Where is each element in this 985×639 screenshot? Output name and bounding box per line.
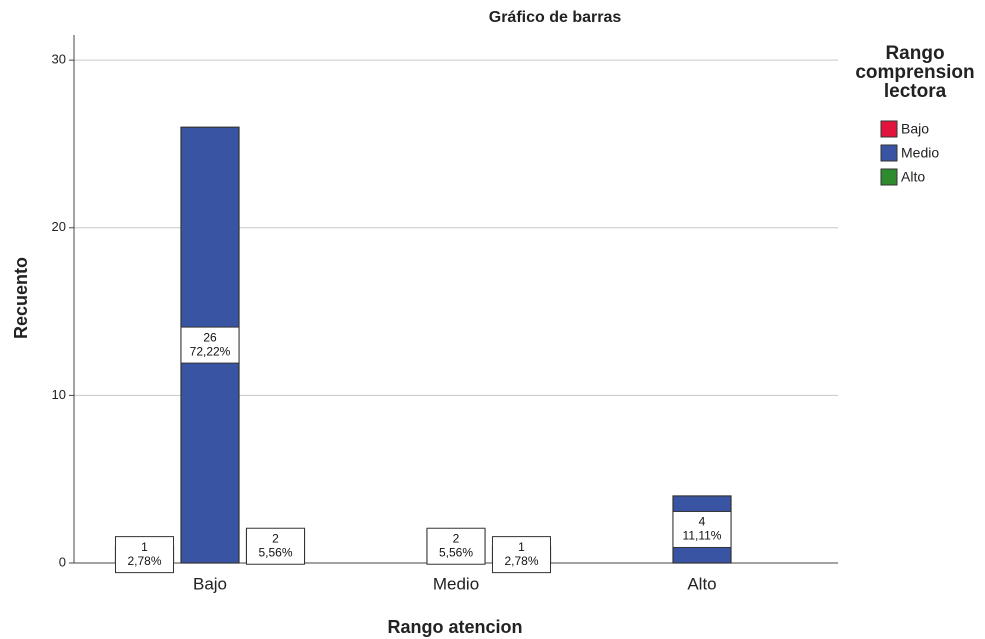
y-axis-title: Recuento <box>11 257 31 339</box>
data-label-box <box>115 536 174 574</box>
data-label: 2,78% <box>504 554 538 568</box>
legend-label: Bajo <box>901 121 929 137</box>
data-label: 72,22% <box>190 344 231 358</box>
data-label-box <box>426 527 486 565</box>
data-label-box <box>180 326 240 364</box>
y-tick-label: 0 <box>59 554 66 569</box>
data-label: 1 <box>141 540 148 554</box>
data-label: 5,56% <box>439 545 473 559</box>
data-label: 2 <box>453 531 460 545</box>
x-tick-label: Alto <box>687 574 716 593</box>
data-label-box <box>672 510 732 548</box>
data-label: 26 <box>203 330 217 344</box>
x-tick-label: Bajo <box>193 574 227 593</box>
x-tick-label: Medio <box>433 574 479 593</box>
legend-title: Rango comprension lectora <box>855 43 975 102</box>
data-label: 2 <box>272 531 279 545</box>
data-label: 5,56% <box>258 545 292 559</box>
y-tick-label: 30 <box>52 52 66 67</box>
legend-swatch <box>880 168 898 186</box>
x-axis-title: Rango atencion <box>387 617 522 637</box>
data-label: 4 <box>699 515 706 529</box>
chart-title: Gráfico de barras <box>489 9 622 26</box>
y-tick-label: 20 <box>52 219 66 234</box>
legend-label: Medio <box>901 145 939 161</box>
data-label: 1 <box>518 540 525 554</box>
data-label: 11,11% <box>683 529 722 543</box>
data-label-box <box>492 536 551 574</box>
y-tick-label: 10 <box>52 387 66 402</box>
legend-label: Alto <box>901 169 925 185</box>
data-label-box <box>246 527 305 565</box>
legend-swatch <box>880 120 898 138</box>
data-label: 2,78% <box>127 554 161 568</box>
legend-swatch <box>880 144 898 162</box>
